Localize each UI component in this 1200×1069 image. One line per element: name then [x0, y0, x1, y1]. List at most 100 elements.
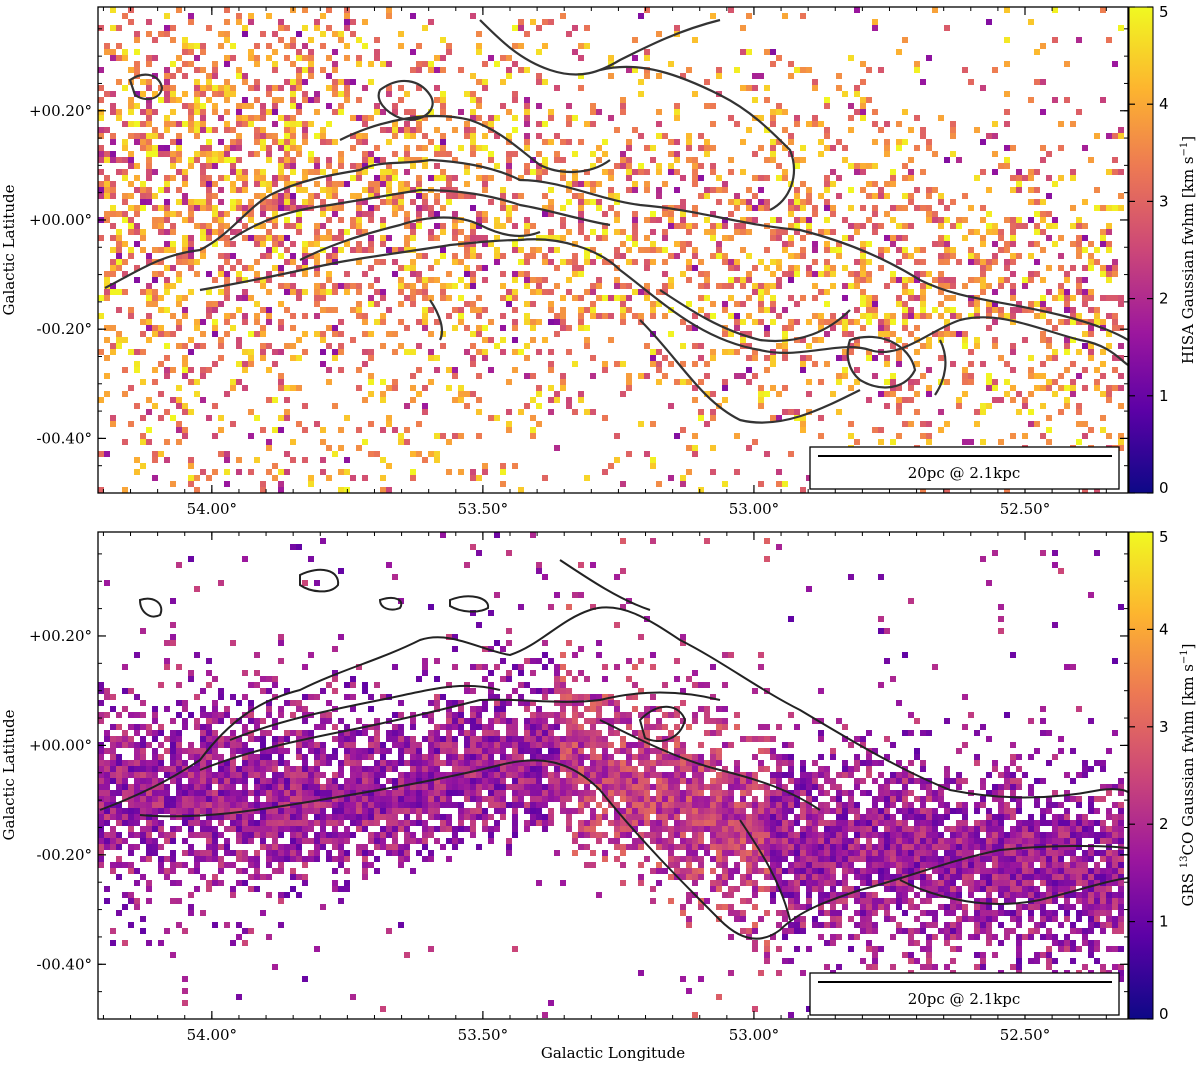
- heatmap-cell: [740, 736, 746, 742]
- heatmap-cell: [572, 25, 578, 31]
- heatmap-cell: [860, 187, 866, 193]
- heatmap-cell: [692, 712, 698, 718]
- heatmap-cell: [554, 283, 560, 289]
- heatmap-cell: [860, 223, 866, 229]
- heatmap-cell: [320, 760, 326, 766]
- heatmap-cell: [410, 475, 416, 481]
- heatmap-cell: [968, 259, 974, 265]
- heatmap-cell: [560, 652, 566, 658]
- heatmap-cell: [890, 217, 896, 223]
- heatmap-cell: [1094, 760, 1100, 766]
- heatmap-cell: [764, 157, 770, 163]
- heatmap-cell: [1052, 325, 1058, 331]
- heatmap-cell: [536, 403, 542, 409]
- heatmap-cell: [1082, 295, 1088, 301]
- heatmap-cell: [188, 163, 194, 169]
- heatmap-cell: [716, 241, 722, 247]
- heatmap-cell: [152, 277, 158, 283]
- heatmap-cell: [848, 421, 854, 427]
- heatmap-cell: [422, 133, 428, 139]
- heatmap-cell: [410, 49, 416, 55]
- heatmap-cell: [170, 175, 176, 181]
- heatmap-cell: [578, 265, 584, 271]
- heatmap-cell: [404, 295, 410, 301]
- heatmap-cell: [506, 628, 512, 634]
- heatmap-cell: [494, 706, 500, 712]
- heatmap-cell: [374, 49, 380, 55]
- heatmap-cell: [344, 754, 350, 760]
- heatmap-cell: [482, 355, 488, 361]
- heatmap-cell: [278, 481, 284, 487]
- heatmap-cell: [290, 37, 296, 43]
- heatmap-cell: [548, 199, 554, 205]
- heatmap-cell: [698, 706, 704, 712]
- heatmap-cell: [326, 139, 332, 145]
- heatmap-cell: [344, 682, 350, 688]
- heatmap-cell: [176, 187, 182, 193]
- heatmap-cell: [122, 13, 128, 19]
- heatmap-cell: [200, 85, 206, 91]
- heatmap-cell: [992, 760, 998, 766]
- heatmap-cell: [290, 730, 296, 736]
- heatmap-cell: [260, 241, 266, 247]
- heatmap-cell: [242, 97, 248, 103]
- heatmap-cell: [608, 313, 614, 319]
- heatmap-cell: [110, 349, 116, 355]
- heatmap-cell: [446, 760, 452, 766]
- heatmap-cell: [110, 271, 116, 277]
- heatmap-cell: [542, 253, 548, 259]
- heatmap-cell: [710, 748, 716, 754]
- heatmap-cell: [116, 307, 122, 313]
- heatmap-cell: [674, 742, 680, 748]
- heatmap-cell: [1046, 235, 1052, 241]
- heatmap-cell: [728, 169, 734, 175]
- heatmap-cell: [230, 229, 236, 235]
- heatmap-cell: [134, 133, 140, 139]
- heatmap-cell: [836, 409, 842, 415]
- heatmap-cell: [98, 181, 104, 187]
- heatmap-cell: [236, 772, 242, 778]
- heatmap-cell: [458, 469, 464, 475]
- heatmap-cell: [332, 307, 338, 313]
- heatmap-cell: [470, 724, 476, 730]
- heatmap-cell: [254, 139, 260, 145]
- heatmap-cell: [914, 187, 920, 193]
- heatmap-cell: [440, 343, 446, 349]
- heatmap-cell: [212, 67, 218, 73]
- heatmap-cell: [734, 313, 740, 319]
- heatmap-cell: [818, 139, 824, 145]
- heatmap-cell: [794, 199, 800, 205]
- heatmap-cell: [710, 235, 716, 241]
- heatmap-cell: [482, 187, 488, 193]
- heatmap-cell: [830, 283, 836, 289]
- heatmap-cell: [140, 289, 146, 295]
- heatmap-cell: [398, 127, 404, 133]
- heatmap-cell: [674, 169, 680, 175]
- heatmap-cell: [974, 409, 980, 415]
- heatmap-cell: [560, 664, 566, 670]
- heatmap-cell: [818, 319, 824, 325]
- heatmap-cell: [590, 187, 596, 193]
- heatmap-cell: [182, 121, 188, 127]
- heatmap-cell: [1118, 25, 1124, 31]
- heatmap-cell: [344, 760, 350, 766]
- heatmap-cell: [152, 301, 158, 307]
- heatmap-cell: [416, 181, 422, 187]
- heatmap-cell: [806, 355, 812, 361]
- heatmap-cell: [476, 754, 482, 760]
- heatmap-cell: [236, 295, 242, 301]
- heatmap-cell: [704, 271, 710, 277]
- heatmap-cell: [434, 457, 440, 463]
- heatmap-cell: [320, 538, 326, 544]
- heatmap-cell: [212, 730, 218, 736]
- heatmap-cell: [212, 73, 218, 79]
- heatmap-cell: [194, 754, 200, 760]
- heatmap-cell: [728, 115, 734, 121]
- heatmap-cell: [146, 724, 152, 730]
- heatmap-cell: [530, 325, 536, 331]
- heatmap-cell: [134, 31, 140, 37]
- heatmap-cell: [536, 742, 542, 748]
- heatmap-cell: [278, 97, 284, 103]
- x-tick-label: 53.00°: [729, 500, 779, 518]
- heatmap-cell: [152, 766, 158, 772]
